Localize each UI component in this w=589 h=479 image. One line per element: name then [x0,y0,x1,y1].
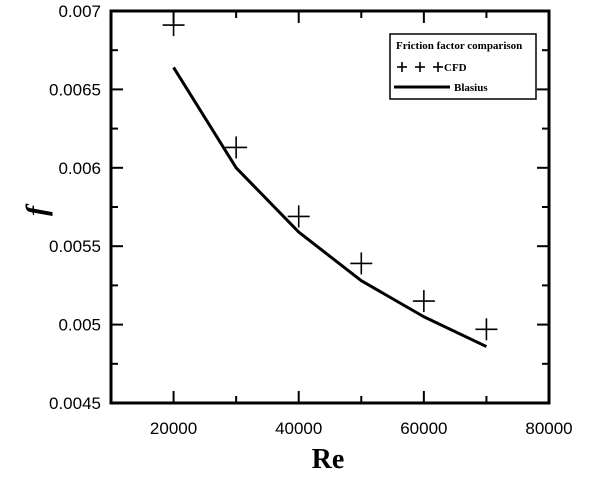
cfd-marker [225,136,248,159]
cfd-marker [287,205,310,228]
plot-series [162,14,498,348]
y-tick-label: 0.0045 [49,394,101,413]
y-axis-title: f [20,203,53,216]
x-tick-label: 80000 [525,419,572,438]
legend-label: Blasius [454,82,488,94]
axis-ticks: 20000 40000 60000 80000 0.0045 0.005 0.0055 0.0… [49,2,573,438]
cfd-marker [350,252,373,275]
x-tick-label: 20000 [150,419,197,438]
x-axis-title: Re [312,444,345,475]
legend-title: Friction factor comparison [396,40,522,52]
legend-marker-swatch [415,62,425,72]
legend: Friction factor comparison CFD Blasius [389,33,537,100]
y-tick-label: 0.006 [58,159,101,178]
cfd-marker [412,290,435,313]
y-tick-label: 0.0065 [49,80,101,99]
blasius-line [172,66,488,348]
legend-marker-swatch [397,62,407,72]
legend-label: CFD [444,62,467,74]
y-tick-label: 0.005 [58,316,101,335]
cfd-marker [162,14,185,37]
cfd-marker [475,318,498,341]
x-tick-label: 60000 [400,419,447,438]
y-tick-label: 0.0055 [49,237,101,256]
legend-marker-swatch [433,62,443,72]
y-tick-label: 0.007 [58,2,101,21]
x-tick-label: 40000 [275,419,322,438]
